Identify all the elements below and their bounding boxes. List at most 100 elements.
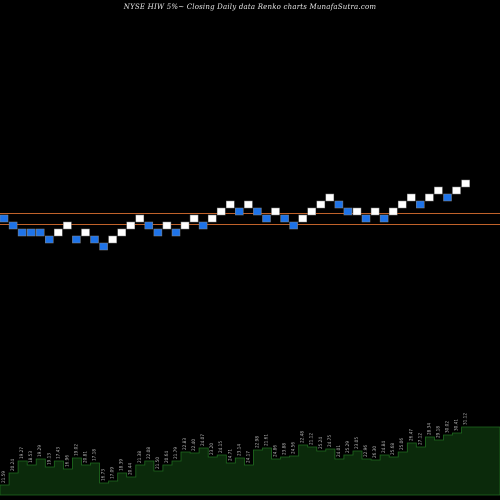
renko-brick [162, 221, 172, 230]
renko-brick [81, 228, 90, 237]
renko-brick [235, 207, 244, 216]
renko-brick [461, 179, 470, 188]
renko-brick [198, 221, 208, 230]
volume-label: 19.13 [46, 453, 51, 465]
renko-brick [262, 214, 271, 223]
volume-label: 24.07 [200, 434, 205, 446]
renko-brick [298, 214, 307, 223]
renko-brick [379, 214, 389, 223]
renko-brick [244, 200, 253, 209]
renko-brick [126, 221, 135, 230]
volume-label: 26.47 [408, 429, 413, 441]
renko-brick [352, 207, 362, 216]
volume-label: 25.06 [399, 438, 404, 450]
volume-panel: 21.59 20.24 19.27 18.53 19.29 19.13 17.43 16.96… [0, 413, 500, 496]
volume-label: 25.24 [318, 437, 323, 449]
renko-brick [271, 207, 280, 216]
renko-brick [90, 235, 99, 244]
volume-label: 22.83 [182, 438, 187, 450]
volume-label: 19.02 [73, 444, 78, 456]
volume-label: 22.08 [146, 447, 151, 459]
renko-brick [153, 228, 163, 237]
renko-brick [45, 235, 54, 244]
volume-label: 17.18 [92, 449, 97, 461]
renko-brick [63, 221, 72, 230]
volume-label: 25.68 [390, 443, 395, 455]
renko-brick [189, 214, 199, 223]
volume-label: 17.43 [55, 447, 60, 459]
volume-label: 20.44 [128, 463, 133, 475]
volume-label: 24.86 [273, 445, 278, 457]
renko-brick [207, 214, 217, 223]
volume-label: 22.98 [254, 436, 259, 448]
volume-label: 24.84 [381, 441, 386, 453]
renko-brick [289, 221, 298, 230]
volume-label: 24.17 [245, 451, 250, 463]
renko-brick [452, 186, 461, 195]
renko-brick [99, 242, 108, 251]
volume-label: 18.53 [28, 451, 33, 463]
volume-label: 28.34 [426, 423, 431, 435]
volume-area [0, 426, 500, 496]
renko-brick [26, 228, 36, 237]
renko-brick [35, 228, 45, 237]
renko-brick [280, 214, 289, 223]
volume-label: 23.20 [209, 443, 214, 455]
renko-brick [216, 207, 226, 216]
renko-brick [135, 214, 145, 223]
volume-label: 21.61 [264, 434, 269, 446]
renko-brick [54, 228, 63, 237]
renko-brick [253, 207, 262, 216]
volume-label: 24.71 [227, 449, 232, 461]
renko-brick [443, 193, 452, 202]
renko-brick [117, 228, 126, 237]
renko-brick [434, 186, 443, 195]
renko-brick [108, 235, 117, 244]
renko-brick [361, 214, 371, 223]
reference-lines [0, 213, 500, 225]
volume-label: 20.81 [83, 451, 88, 463]
renko-brick [343, 207, 353, 216]
renko-brick [180, 221, 190, 230]
volume-label: 30.41 [454, 419, 459, 431]
volume-label: 22.40 [191, 439, 196, 451]
renko-brick [388, 207, 398, 216]
volume-label: 24.01 [336, 445, 341, 457]
volume-label: 23.14 [236, 444, 241, 456]
volume-label: 19.27 [19, 447, 24, 459]
chart-title: NYSE HIW 5%~ Closing Daily data Renko ch… [123, 3, 377, 11]
renko-brick [370, 207, 380, 216]
volume-label: 19.29 [37, 445, 42, 457]
volume-label: 24.75 [327, 435, 332, 447]
volume-label: 17.09 [110, 467, 115, 479]
renko-brick [407, 193, 416, 202]
renko-brick [316, 200, 326, 209]
volume-label: 24.15 [218, 441, 223, 453]
volume-label: 23.88 [282, 443, 287, 455]
renko-brick [8, 221, 18, 230]
renko-brick [397, 200, 407, 209]
volume-label: 21.50 [155, 457, 160, 469]
renko-brick [334, 200, 344, 209]
renko-bricks [0, 179, 470, 251]
renko-brick [72, 235, 81, 244]
renko-brick [325, 193, 335, 202]
volume-label: 26.30 [372, 446, 377, 458]
volume-label: 27.12 [417, 433, 422, 445]
volume-label: 21.59 [1, 471, 6, 483]
renko-brick [416, 200, 425, 209]
volume-label: 22.48 [300, 431, 305, 443]
volume-label: 24.56 [291, 442, 296, 454]
volume-label: 18.39 [119, 459, 124, 471]
renko-brick [0, 214, 9, 223]
renko-brick [226, 200, 235, 209]
volume-label: 20.64 [164, 451, 169, 463]
renko-brick [171, 228, 181, 237]
volume-label: 21.79 [173, 447, 178, 459]
volume-label: 16.96 [64, 455, 69, 467]
renko-brick [144, 221, 154, 230]
renko-brick [307, 207, 316, 216]
volume-label: 23.05 [354, 437, 359, 449]
volume-label: 21.12 [309, 433, 314, 445]
